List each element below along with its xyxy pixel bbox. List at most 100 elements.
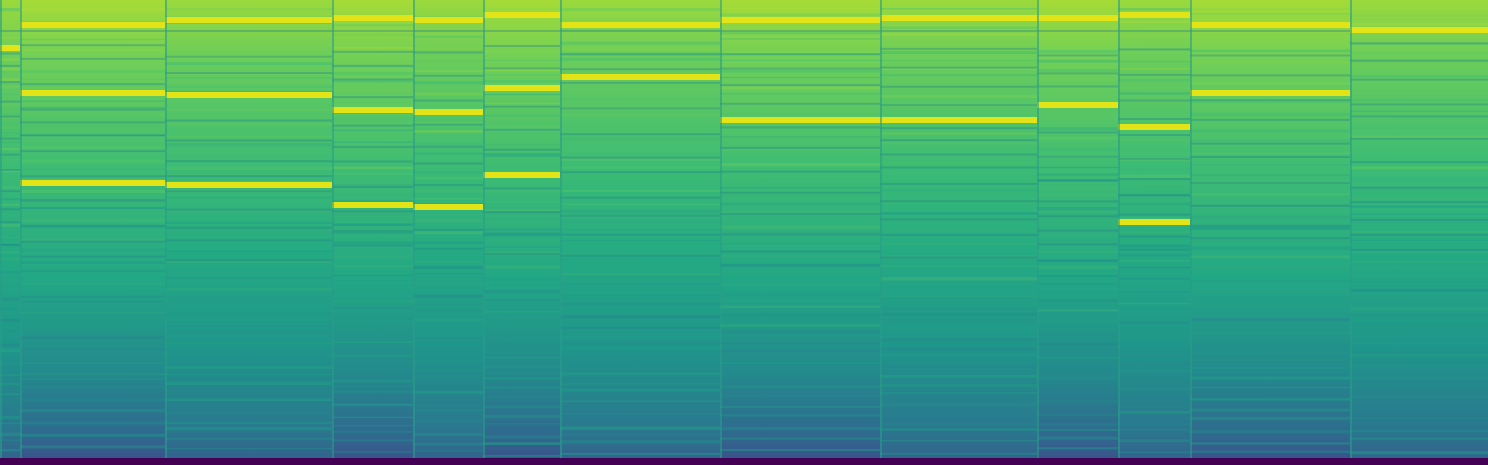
harmonic-line [332, 280, 413, 282]
dark-line [20, 175, 165, 178]
dark-line [165, 226, 332, 229]
bright-harmonic [165, 17, 332, 23]
dark-line [483, 105, 560, 108]
dark-line [483, 187, 560, 190]
dark-line [720, 126, 880, 129]
dark-line [20, 57, 165, 60]
harmonic-line [1118, 404, 1190, 408]
bright-harmonic [20, 22, 165, 28]
harmonic-line [880, 392, 1037, 394]
dark-line [1350, 59, 1488, 62]
harmonic-line [880, 260, 1037, 263]
dark-line [413, 123, 483, 126]
band-edge [165, 0, 167, 465]
harmonic-line [332, 379, 413, 383]
dark-line [560, 81, 720, 84]
bright-harmonic [1037, 15, 1118, 21]
harmonic-line [0, 132, 20, 134]
harmonic-line [1037, 173, 1118, 176]
harmonic-line [1118, 439, 1190, 443]
bright-harmonic [560, 22, 720, 28]
harmonic-line [720, 362, 880, 365]
dark-line [483, 45, 560, 47]
harmonic-line [560, 372, 720, 376]
harmonic-line [880, 154, 1037, 158]
harmonic-line [332, 354, 413, 358]
harmonic-line [1118, 349, 1190, 351]
dark-line [483, 253, 560, 255]
harmonic-line [483, 277, 560, 281]
harmonic-line [1037, 231, 1118, 233]
harmonic-line [1350, 275, 1488, 277]
harmonic-line [1037, 68, 1118, 72]
harmonic-line [165, 288, 332, 291]
harmonic-line [1118, 102, 1190, 105]
harmonic-line [1350, 239, 1488, 241]
harmonic-line [1350, 364, 1488, 368]
harmonic-line [413, 101, 483, 103]
harmonic-line [1190, 408, 1350, 412]
harmonic-line [165, 391, 332, 394]
harmonic-line [1037, 342, 1118, 346]
dark-line [332, 64, 413, 67]
bright-harmonic [1037, 102, 1118, 108]
harmonic-line [880, 94, 1037, 99]
harmonic-line [880, 374, 1037, 378]
harmonic-line [880, 423, 1037, 427]
harmonic-line [413, 309, 483, 313]
harmonic-line [165, 174, 332, 176]
harmonic-line [332, 451, 413, 453]
harmonic-line [165, 189, 332, 193]
harmonic-line [332, 341, 413, 343]
dark-line [0, 169, 20, 171]
harmonic-line [880, 402, 1037, 406]
harmonic-line [560, 124, 720, 128]
harmonic-line [1037, 82, 1118, 86]
harmonic-line [20, 238, 165, 242]
harmonic-line [332, 439, 413, 442]
harmonic-line [1190, 112, 1350, 117]
harmonic-line [1118, 35, 1190, 37]
harmonic-line [413, 326, 483, 328]
dark-line [720, 233, 880, 236]
harmonic-line [1190, 129, 1350, 133]
harmonic-line [1037, 414, 1118, 416]
harmonic-line [1190, 318, 1350, 322]
dark-line [0, 100, 20, 103]
harmonic-line [880, 295, 1037, 297]
bright-harmonic [413, 17, 483, 23]
harmonic-line [0, 210, 20, 213]
dark-line [880, 200, 1037, 203]
bright-harmonic [1350, 27, 1488, 33]
harmonic-line [720, 86, 880, 90]
harmonic-line [1190, 61, 1350, 64]
harmonic-line [165, 238, 332, 241]
harmonic-line [0, 125, 20, 130]
harmonic-line [1118, 370, 1190, 373]
dark-line [332, 50, 413, 53]
harmonic-line [413, 231, 483, 234]
harmonic-line [720, 46, 880, 50]
harmonic-line [0, 148, 20, 151]
harmonic-line [20, 134, 165, 137]
harmonic-line [560, 97, 720, 100]
harmonic-line [1190, 343, 1350, 348]
harmonic-line [413, 385, 483, 387]
harmonic-line [1350, 178, 1488, 181]
harmonic-line [1350, 313, 1488, 316]
harmonic-line [20, 372, 165, 376]
harmonic-line [720, 349, 880, 352]
harmonic-line [332, 200, 413, 204]
harmonic-line [483, 337, 560, 340]
harmonic-line [1037, 265, 1118, 269]
dark-line [332, 230, 413, 233]
harmonic-line [1350, 396, 1488, 399]
harmonic-line [1037, 320, 1118, 323]
harmonic-line [20, 348, 165, 350]
harmonic-line [20, 146, 165, 149]
harmonic-line [1350, 59, 1488, 63]
harmonic-line [0, 93, 20, 96]
harmonic-line [0, 67, 20, 71]
harmonic-line [1118, 114, 1190, 117]
harmonic-line [0, 382, 20, 385]
